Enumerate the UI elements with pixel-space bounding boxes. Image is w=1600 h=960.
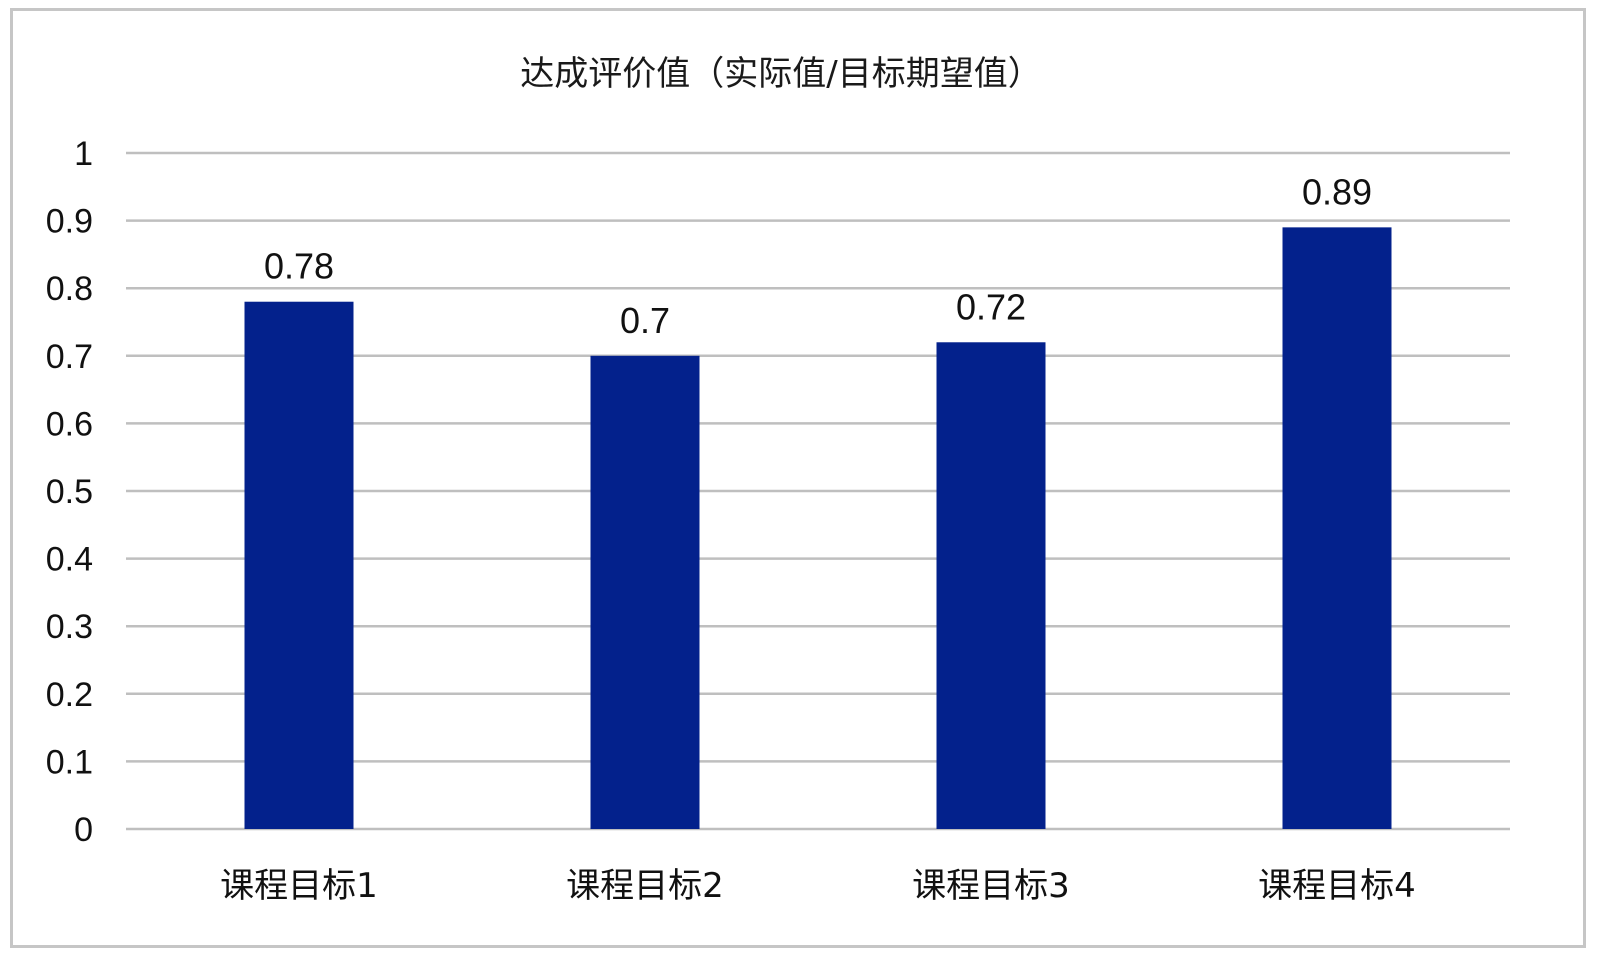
bar-1 (244, 301, 354, 830)
y-tick-label: 0.8 (46, 270, 93, 308)
category-label-2: 课程目标2 (566, 866, 724, 906)
category-label-4: 课程目标4 (1258, 866, 1416, 906)
y-tick-label: 0 (74, 811, 93, 849)
bar-2 (590, 355, 700, 829)
chart-title: 达成评价值（实际值/目标期望值） (520, 54, 1041, 94)
chart-frame: 达成评价值（实际值/目标期望值） 0 0.1 0.2 0.3 0.4 0.5 0.6 0.7 0… (10, 8, 1586, 948)
y-tick-label: 0.9 (46, 203, 93, 241)
y-axis-tick-labels: 0 0.1 0.2 0.3 0.4 0.5 0.6 0.7 0.8 0.9 1 (46, 135, 93, 849)
data-label-1: 0.78 (264, 246, 334, 287)
x-axis-category-labels: 课程目标1 课程目标2 课程目标3 课程目标4 (220, 866, 1416, 906)
gridlines (126, 151, 1510, 831)
y-tick-label: 0.4 (46, 541, 93, 579)
y-tick-label: 0.2 (46, 676, 93, 714)
category-label-1: 课程目标1 (220, 866, 378, 906)
y-tick-label: 0.5 (46, 473, 93, 511)
data-label-2: 0.7 (620, 300, 670, 341)
y-tick-label: 0.7 (46, 338, 93, 376)
data-labels: 0.78 0.7 0.72 0.89 (264, 171, 1372, 340)
y-tick-label: 1 (74, 135, 93, 173)
category-label-3: 课程目标3 (912, 866, 1070, 906)
bars (244, 227, 1392, 830)
y-tick-label: 0.6 (46, 405, 93, 443)
bar-chart: 达成评价值（实际值/目标期望值） 00.10.20.30.40.50.60.70… (46, 54, 1510, 906)
y-tick-label: 0.1 (46, 743, 93, 781)
y-tick-label: 0.3 (46, 608, 93, 646)
data-label-4: 0.89 (1302, 171, 1372, 212)
data-label-3: 0.72 (956, 286, 1026, 327)
bar-4 (1282, 227, 1392, 830)
bar-3 (936, 342, 1046, 829)
